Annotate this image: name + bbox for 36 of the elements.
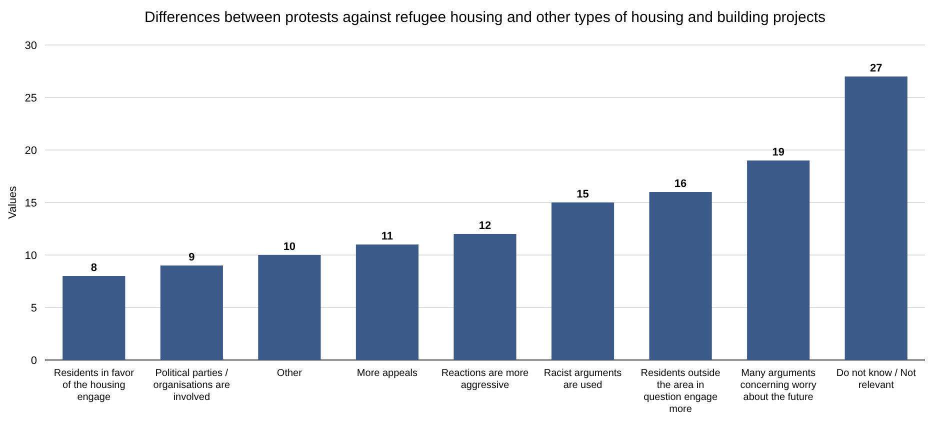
data-label: 8 — [90, 262, 97, 274]
y-tick-label: 25 — [24, 92, 37, 104]
x-tick-label: Many arguments concerning worry about the future — [740, 368, 816, 403]
x-tick-label: Residents outside the area in question engage more — [640, 368, 721, 415]
x-tick-label: Other — [276, 368, 303, 379]
y-tick-label: 30 — [24, 40, 37, 52]
x-tick-label: Reactions are more aggressive — [441, 368, 530, 391]
x-tick-label: Residents in favor of the housing engage — [54, 368, 135, 403]
y-tick-label: 0 — [30, 354, 37, 367]
data-label: 19 — [772, 146, 784, 158]
x-tick-label: More appeals — [356, 368, 418, 379]
x-tick-label: Do not know / Not relevant — [836, 368, 916, 391]
bar — [160, 266, 223, 360]
y-tick-label: 5 — [30, 302, 37, 314]
bar — [258, 255, 321, 360]
bar — [747, 160, 810, 360]
data-label: 11 — [381, 230, 394, 242]
bar — [844, 76, 908, 360]
x-tick-label: Political parties / organisations are involved — [153, 368, 230, 403]
data-label: 15 — [576, 188, 589, 200]
bar — [62, 276, 126, 360]
data-label: 9 — [188, 252, 195, 264]
y-axis-title: Values — [7, 186, 19, 219]
bar — [649, 192, 712, 360]
y-tick-label: 10 — [24, 250, 37, 262]
y-tick-label: 20 — [24, 144, 37, 157]
x-tick-label: Racist arguments are used — [544, 368, 622, 391]
bar — [356, 244, 419, 360]
chart-title: Differences between protests against refugee housing and other types of housing and building projects — [144, 9, 826, 26]
bar — [454, 234, 516, 360]
data-label: 10 — [283, 241, 296, 253]
y-tick-label: 15 — [24, 197, 37, 210]
bar — [551, 202, 614, 360]
data-label: 12 — [478, 220, 492, 232]
data-label: 27 — [870, 62, 882, 74]
data-label: 16 — [674, 178, 687, 190]
